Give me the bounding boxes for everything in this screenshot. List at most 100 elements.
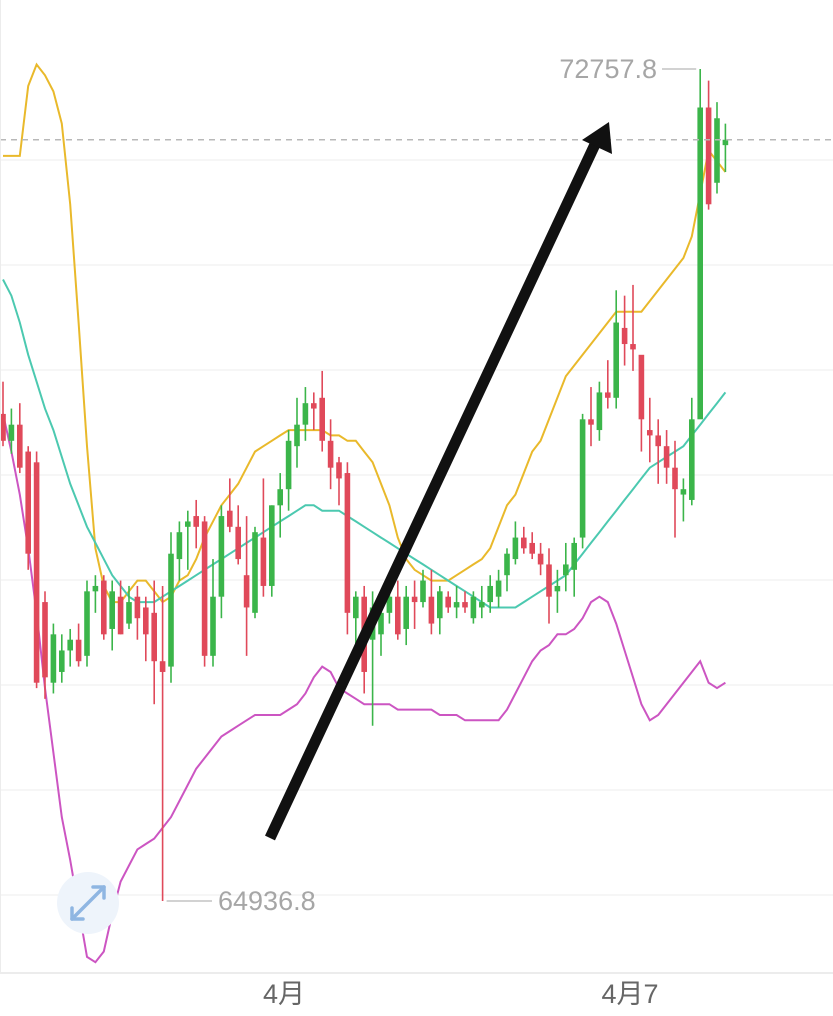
candle-up xyxy=(596,392,603,431)
candle-down xyxy=(25,451,31,554)
candle-up xyxy=(680,489,687,495)
candle-down xyxy=(672,467,678,490)
candle-down xyxy=(462,602,468,608)
candle-up xyxy=(252,532,258,613)
trend-arrow-shaft xyxy=(265,135,603,841)
candle-down xyxy=(605,392,611,398)
candle-down xyxy=(546,564,552,597)
candle-up xyxy=(176,532,183,560)
candle-down xyxy=(33,462,40,683)
candle-up xyxy=(210,596,216,656)
candle-up xyxy=(277,489,283,506)
candle-up xyxy=(285,440,292,490)
candle-down xyxy=(311,403,317,409)
candle-down xyxy=(17,424,23,468)
expand-button[interactable] xyxy=(57,872,119,934)
candle-down xyxy=(143,607,149,635)
high-price-label: 72757.8 xyxy=(559,54,657,84)
candle-down xyxy=(336,462,342,479)
low-annotation: 64936.8 xyxy=(166,886,316,916)
candle-up xyxy=(92,585,99,592)
candle-down xyxy=(319,397,325,441)
candle-down xyxy=(327,440,334,468)
candle-down xyxy=(260,537,267,586)
candle-down xyxy=(647,430,653,436)
candle-down xyxy=(344,473,351,613)
candle-down xyxy=(630,344,636,350)
candle-down xyxy=(588,419,594,425)
candle-down xyxy=(0,413,6,441)
candle-down xyxy=(529,542,535,554)
candle-up xyxy=(84,591,90,656)
x-tick-label-2: 4月7 xyxy=(601,979,658,1009)
trend-arrow-head xyxy=(582,122,612,154)
candle-down xyxy=(638,354,645,420)
candle-down xyxy=(42,602,48,678)
candle-up xyxy=(126,602,132,624)
candle-up xyxy=(487,585,493,603)
candle-down xyxy=(235,526,241,560)
candle-up xyxy=(386,596,393,613)
candle-down xyxy=(428,596,435,624)
candle-up xyxy=(8,424,15,441)
candle-up xyxy=(59,650,65,672)
trend-arrow xyxy=(265,122,612,841)
high-annotation: 72757.8 xyxy=(559,54,697,84)
candle-up xyxy=(579,419,586,538)
candle-up xyxy=(168,553,174,667)
candle-up xyxy=(453,602,460,608)
candle-down xyxy=(75,639,82,662)
candle-down xyxy=(159,661,166,672)
candle-down xyxy=(537,553,544,565)
candle-up xyxy=(294,424,300,447)
candle-down xyxy=(411,596,418,603)
candle-down xyxy=(705,107,712,205)
candle-up xyxy=(420,580,426,603)
candle-up xyxy=(495,580,502,597)
candle-down xyxy=(193,516,199,527)
candle-up xyxy=(613,322,619,398)
middle-band-line xyxy=(2,279,727,609)
candle-down xyxy=(134,596,141,619)
candle-down xyxy=(201,521,208,656)
candle-up xyxy=(571,542,577,570)
candle-down xyxy=(521,537,527,549)
candle-up xyxy=(470,596,477,619)
candle-up xyxy=(302,403,309,425)
lower-band-line xyxy=(2,413,726,964)
expand-icon[interactable] xyxy=(70,885,106,921)
candle-up xyxy=(353,596,359,619)
candles xyxy=(0,69,729,901)
candle-up xyxy=(554,585,561,592)
candle-down xyxy=(445,596,451,608)
candle-up xyxy=(697,107,703,420)
candle-up xyxy=(67,639,73,651)
candle-up xyxy=(504,553,510,576)
candle-down xyxy=(227,510,233,527)
candle-up xyxy=(479,602,485,608)
candle-up xyxy=(218,516,225,597)
candle-up xyxy=(714,118,720,183)
candle-down xyxy=(151,612,157,662)
candle-up xyxy=(185,521,191,527)
candle-up xyxy=(109,591,115,629)
candle-up xyxy=(563,564,569,576)
bollinger-bands xyxy=(2,62,727,964)
x-tick-label-1: 4月 xyxy=(263,979,305,1009)
candle-up xyxy=(403,596,409,629)
low-price-label: 64936.8 xyxy=(218,886,316,916)
candle-up xyxy=(378,612,384,635)
candle-down xyxy=(243,575,250,608)
candle-down xyxy=(117,596,124,635)
candle-down xyxy=(655,435,661,447)
candle-up xyxy=(722,139,729,146)
candle-up xyxy=(512,537,519,560)
candle-up xyxy=(269,505,275,586)
candle-down xyxy=(621,327,628,345)
candle-down xyxy=(395,596,401,635)
candle-up xyxy=(689,419,695,500)
candle-down xyxy=(101,580,107,635)
candle-down xyxy=(663,446,670,468)
candle-up xyxy=(437,591,443,619)
